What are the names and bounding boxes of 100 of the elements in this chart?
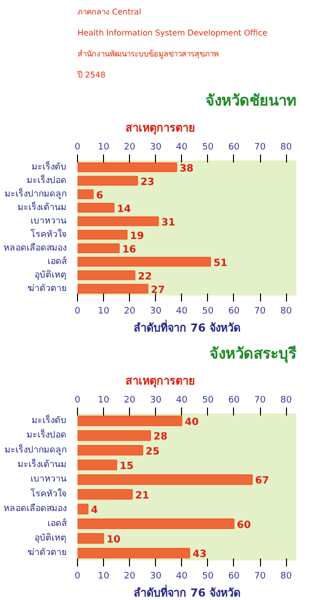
bar: [78, 176, 138, 186]
y-axis-title: สาเหตุการตาย: [126, 374, 194, 388]
x-axis-title: ลำดับที่จาก 76 จังหวัด: [134, 584, 240, 600]
x-tick-label: 30: [150, 142, 162, 152]
bar: [78, 216, 159, 226]
y-tick-label: เบาหวาน: [30, 216, 66, 226]
y-tick-label: โรคหัวใจ: [30, 228, 66, 240]
x-tick-label: 0: [74, 396, 81, 406]
data-label: 28: [154, 432, 168, 443]
data-label: 38: [180, 163, 194, 174]
x2-tick-label: 60: [228, 572, 240, 582]
bar: [78, 430, 151, 441]
bar: [78, 533, 104, 544]
x2-tick-label: 40: [176, 306, 188, 316]
bar: [78, 202, 114, 213]
y-tick-label: มะเร็งปอด: [26, 172, 66, 186]
bar: [78, 518, 234, 530]
x2-tick-label: 70: [254, 572, 266, 582]
data-label: 23: [140, 176, 154, 188]
chart-title: จังหวัดชัยนาท: [206, 92, 296, 110]
x-tick-label: 40: [176, 142, 188, 152]
data-label: 21: [135, 490, 150, 502]
data-label: 22: [138, 271, 152, 282]
data-label: 25: [146, 446, 160, 458]
x-tick-label: 60: [228, 396, 240, 406]
data-label: 15: [120, 460, 134, 472]
x-tick-label: 60: [228, 142, 240, 152]
bar: [78, 162, 178, 172]
x2-tick-label: 10: [98, 572, 110, 582]
data-label: 27: [150, 284, 165, 296]
bar: [78, 504, 88, 514]
y-tick-label: มะเร็งเต้านม: [18, 456, 66, 470]
bar: [78, 256, 211, 267]
data-label: 31: [161, 217, 176, 228]
y-axis-title: สาเหตุการตาย: [126, 122, 194, 136]
bar: [78, 416, 182, 426]
x-tick-label: 80: [280, 142, 292, 152]
x2-tick-label: 10: [98, 306, 110, 316]
text: Health Information System Development Office: [78, 28, 268, 38]
y-tick-label: โรคหัวใจ: [30, 488, 66, 500]
y-tick-label: อุบัติเหตุ: [34, 269, 66, 280]
x-tick-label: 20: [124, 142, 136, 152]
x2-tick-label: 20: [124, 306, 136, 316]
data-label: 4: [90, 505, 98, 516]
x-tick-label: 20: [124, 396, 136, 406]
x2-tick-label: 40: [176, 572, 188, 582]
bar: [78, 548, 190, 558]
x-tick-label: 0: [74, 142, 81, 152]
data-label: 10: [106, 534, 121, 546]
text: ปี 2548: [76, 70, 106, 80]
x2-tick-label: 30: [150, 306, 162, 316]
x2-tick-label: 0: [74, 306, 81, 316]
y-tick-label: ฆ่าตัวตาย: [28, 284, 66, 294]
x2-tick-label: 60: [228, 306, 240, 316]
data-label: 16: [122, 244, 136, 256]
x-tick-label: 80: [280, 396, 292, 406]
bar: [78, 270, 136, 280]
x-tick-label: 50: [202, 396, 214, 406]
x-tick-label: 70: [254, 142, 266, 152]
data-label: 14: [117, 204, 131, 215]
y-tick-label: เบาหวาน: [30, 474, 66, 485]
data-label: 19: [130, 230, 144, 242]
y-tick-label: เอดส์: [48, 516, 68, 529]
x2-tick-label: 20: [124, 572, 136, 582]
x-tick-label: 30: [150, 396, 162, 406]
y-tick-label: หลอดเลือดสมอง: [4, 503, 66, 514]
y-tick-label: มะเร็งตับ: [32, 159, 66, 172]
bar: [78, 243, 120, 254]
y-tick-label: มะเร็งตับ: [32, 412, 66, 426]
bar: [78, 189, 94, 200]
text: สำนักงานพัฒนาระบบข้อมูลข่าวสารสุขภาพ: [78, 50, 218, 60]
x-tick-label: 10: [98, 142, 110, 152]
x-axis-title: ลำดับที่จาก 76 จังหวัด: [134, 320, 240, 334]
x2-tick-label: 50: [202, 306, 214, 316]
data-label: 67: [255, 476, 270, 487]
bar: [78, 230, 128, 240]
bar: [78, 284, 148, 294]
y-tick-label: มะเร็งปอด: [26, 428, 66, 441]
y-tick-label: อุบัติเหตุ: [34, 532, 66, 544]
y-tick-label: มะเร็งเต้านม: [18, 200, 66, 213]
y-tick-label: มะเร็งปากมดลูก: [4, 442, 66, 456]
x-tick-label: 10: [98, 396, 110, 406]
data-label: 51: [213, 258, 228, 269]
y-tick-label: หลอดเลือดสมอง: [4, 242, 66, 254]
bar: [78, 444, 144, 456]
y-tick-label: มะเร็งปากมดลูก: [4, 186, 66, 200]
bar: [78, 474, 253, 485]
x2-tick-label: 80: [280, 306, 292, 316]
x2-tick-label: 80: [280, 572, 292, 582]
y-tick-label: ฆ่าตัวตาย: [28, 548, 66, 558]
x2-tick-label: 70: [254, 306, 266, 316]
bar: [78, 460, 118, 470]
chart-title: จังหวัดสระบุรี: [210, 344, 298, 364]
data-label: 43: [192, 549, 207, 560]
x-tick-label: 40: [176, 396, 188, 406]
x2-tick-label: 0: [74, 572, 81, 582]
x2-tick-label: 30: [150, 572, 162, 582]
data-label: 6: [96, 190, 104, 202]
x2-tick-label: 50: [202, 572, 214, 582]
x-tick-label: 70: [254, 396, 266, 406]
